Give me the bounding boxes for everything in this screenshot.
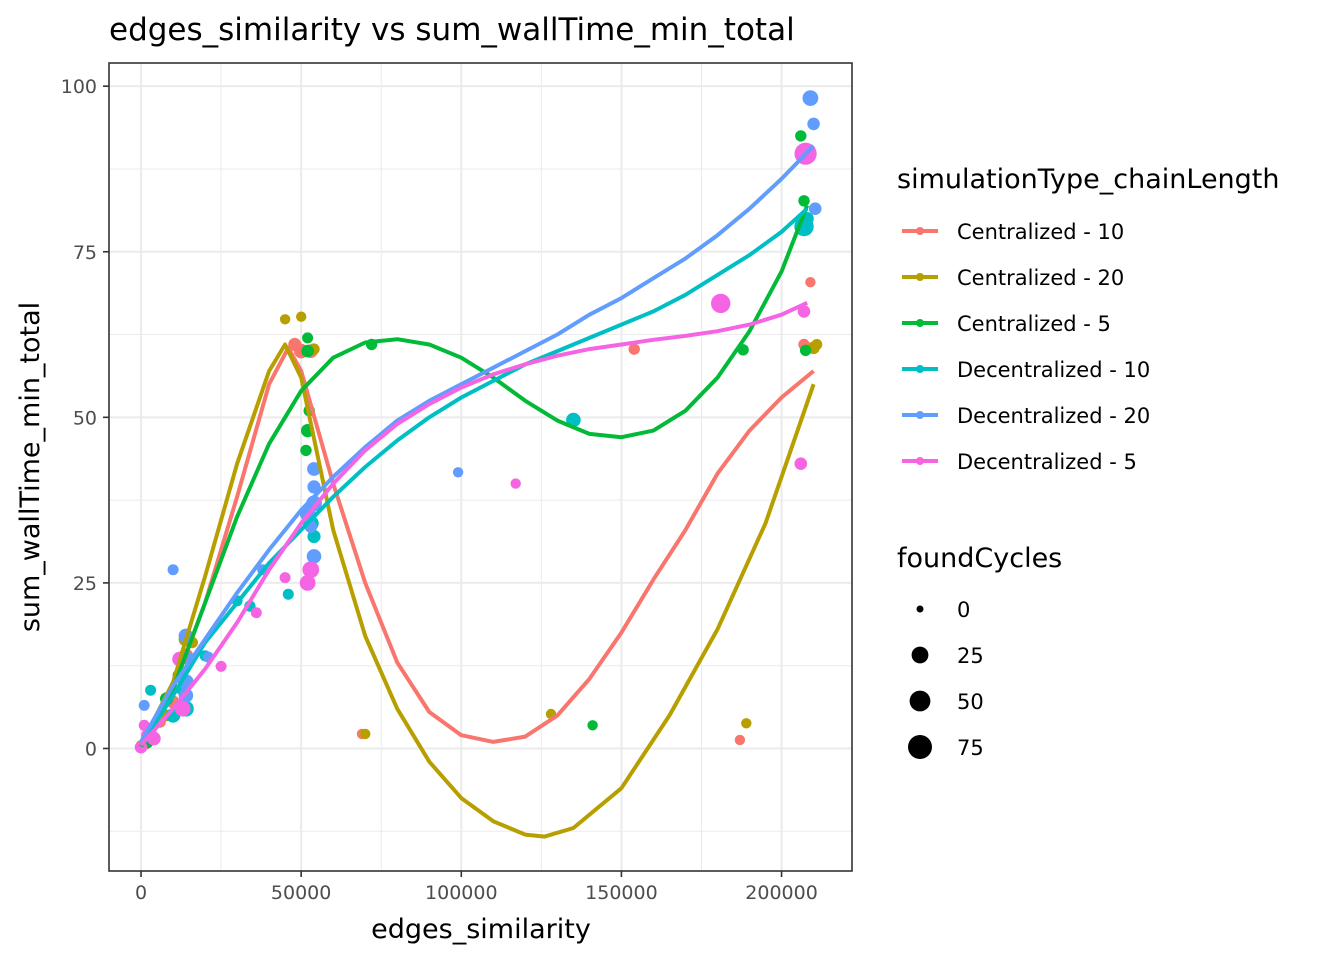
data-point <box>138 699 150 711</box>
size-legend-item: 25 <box>911 644 984 668</box>
trend-line-3 <box>139 207 809 747</box>
size-legend-label: 0 <box>957 598 970 622</box>
data-marks <box>134 90 823 839</box>
legend-key-point <box>916 411 924 419</box>
data-point <box>798 195 810 207</box>
size-legend-key <box>911 646 929 664</box>
data-point <box>300 444 312 457</box>
data-point <box>741 718 752 729</box>
legend-key-point <box>916 319 924 327</box>
size-legend-label: 50 <box>957 690 984 714</box>
trend-line-4 <box>139 144 816 743</box>
legend-label: Decentralized - 20 <box>957 404 1150 428</box>
data-point <box>794 457 808 471</box>
data-point <box>307 462 321 476</box>
size-legend: foundCycles 0 25 50 75 <box>897 543 1062 760</box>
legend-label: Decentralized - 5 <box>957 450 1137 474</box>
data-point <box>805 277 816 288</box>
data-point <box>307 480 321 494</box>
data-point <box>145 684 157 696</box>
data-point <box>279 572 291 584</box>
data-point <box>587 720 598 731</box>
data-point <box>250 607 262 619</box>
legend-label: Decentralized - 10 <box>957 358 1150 382</box>
data-point <box>797 305 811 318</box>
legend-item: Decentralized - 10 <box>902 358 1150 382</box>
trend-line-1 <box>139 342 816 839</box>
legend-key-point <box>916 365 924 373</box>
data-point <box>799 344 812 357</box>
size-legend-item: 0 <box>916 598 970 622</box>
data-point <box>296 311 307 322</box>
legend-item: Centralized - 10 <box>902 220 1124 244</box>
size-legend-item: 50 <box>909 690 984 714</box>
data-point <box>811 339 823 350</box>
y-tick-label: 50 <box>73 407 97 429</box>
axes: 0 50000 100000 150000 200000 0 25 50 75 100 <box>61 62 853 904</box>
y-axis-title: sum_wallTime_min_total <box>15 302 46 632</box>
data-point <box>808 202 822 215</box>
y-tick-label: 75 <box>73 242 97 264</box>
data-point <box>452 467 464 478</box>
data-point <box>301 344 314 358</box>
legend-item: Centralized - 20 <box>902 266 1124 290</box>
trend-line-2 <box>139 204 810 748</box>
plot-panel <box>109 63 852 871</box>
size-legend-key <box>908 735 932 759</box>
trend-line-0 <box>139 345 815 748</box>
x-tick-label: 50000 <box>271 882 331 904</box>
legend-key-point <box>916 457 924 465</box>
data-point <box>795 130 807 142</box>
size-legend-label: 25 <box>957 644 984 668</box>
data-point <box>215 660 227 672</box>
data-point <box>167 564 179 576</box>
chart-title: edges_similarity vs sum_wallTime_min_tot… <box>109 12 795 48</box>
x-tick-label: 200000 <box>745 882 818 904</box>
size-legend-label: 75 <box>957 736 984 760</box>
legend-label: Centralized - 10 <box>957 220 1124 244</box>
color-legend: simulationType_chainLength Centralized -… <box>897 164 1280 474</box>
legend-label: Centralized - 5 <box>957 312 1111 336</box>
x-tick-label: 100000 <box>425 882 498 904</box>
y-tick-label: 100 <box>61 76 97 98</box>
trend-line-5 <box>139 300 809 747</box>
data-point <box>734 734 746 746</box>
y-tick-label: 25 <box>73 573 97 595</box>
legend-label: Centralized - 20 <box>957 266 1124 290</box>
legend-key-point <box>916 273 924 281</box>
data-point <box>279 314 291 325</box>
x-axis-title: edges_similarity <box>371 914 591 945</box>
data-point <box>306 549 322 564</box>
data-point <box>510 478 521 489</box>
data-point <box>711 293 731 314</box>
color-legend-title: simulationType_chainLength <box>897 164 1280 195</box>
data-point <box>307 529 321 544</box>
data-point <box>360 728 371 740</box>
panel-border <box>108 62 853 872</box>
legend-item: Centralized - 5 <box>902 312 1111 336</box>
data-point <box>628 343 640 355</box>
data-point <box>302 332 314 344</box>
size-legend-key <box>916 605 924 613</box>
x-tick-label: 0 <box>135 882 147 904</box>
data-point <box>301 577 314 591</box>
panel-background <box>109 63 852 871</box>
data-point <box>302 561 320 579</box>
legend-item: Decentralized - 20 <box>902 404 1150 428</box>
x-tick-label: 150000 <box>585 882 658 904</box>
data-point <box>802 90 819 106</box>
size-legend-title: foundCycles <box>897 543 1062 574</box>
legend-item: Decentralized - 5 <box>902 450 1137 474</box>
legend-key-point <box>916 227 924 235</box>
data-point <box>807 117 820 131</box>
y-tick-label: 0 <box>85 738 97 760</box>
size-legend-item: 75 <box>908 735 984 760</box>
size-legend-key <box>909 690 931 712</box>
data-point <box>282 588 294 600</box>
